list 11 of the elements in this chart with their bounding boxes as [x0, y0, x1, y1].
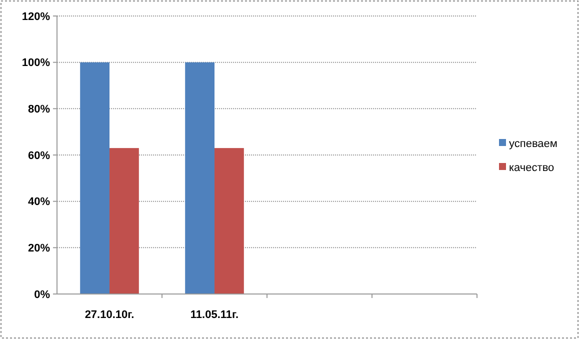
y-tick-label: 100%: [22, 57, 50, 70]
y-tick-label: 80%: [28, 104, 50, 116]
y-tick-label: 20%: [28, 242, 50, 255]
legend-label: качество: [509, 162, 554, 174]
y-tick-label: 0%: [34, 288, 50, 301]
y-tick-label: 60%: [28, 150, 50, 162]
legend-label: успеваем: [509, 138, 558, 150]
x-tick-label: 27.10.10г.: [84, 309, 134, 321]
y-tick-label: 120%: [22, 10, 50, 23]
x-tick-label: 11.05.11г.: [190, 309, 239, 321]
y-tick-label: 40%: [28, 196, 50, 208]
